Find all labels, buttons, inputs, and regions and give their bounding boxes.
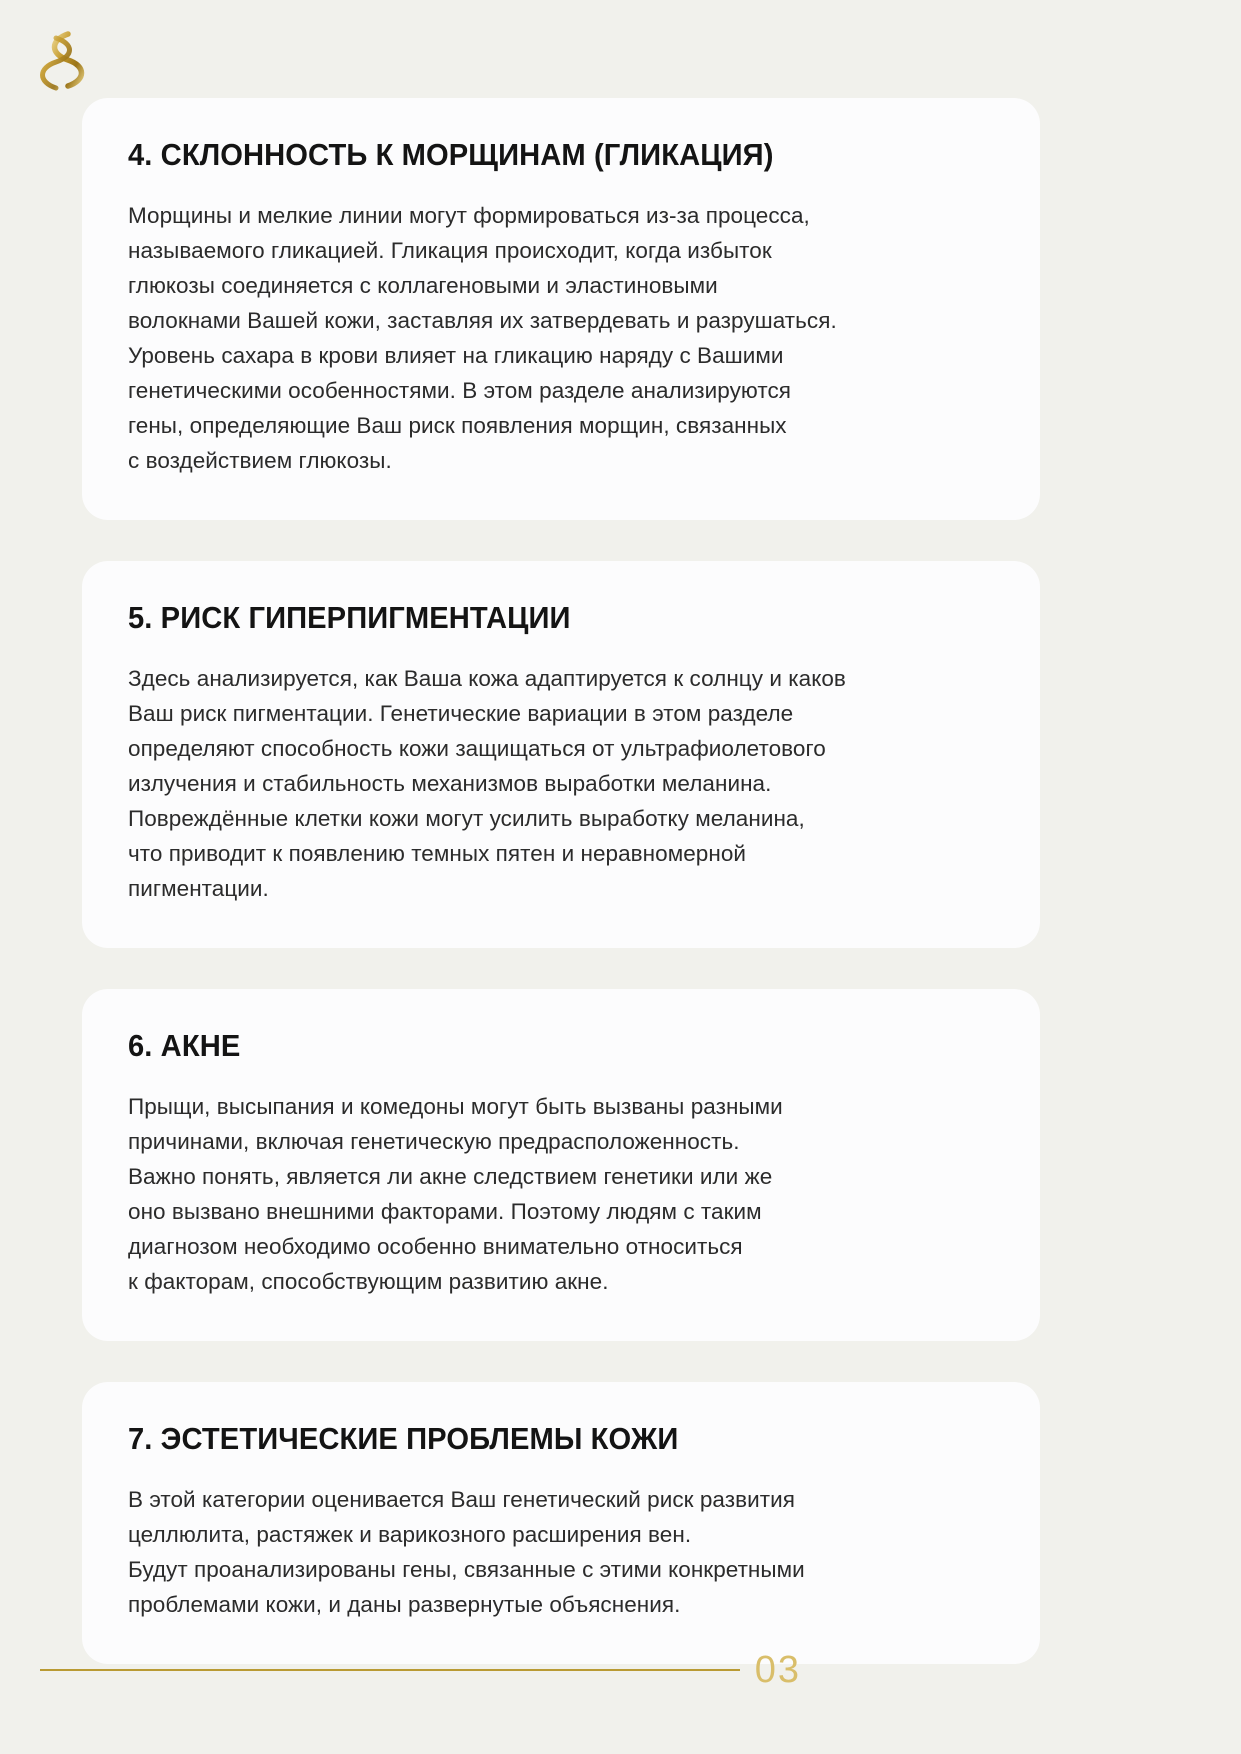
section-card-wrinkles: 4. СКЛОННОСТЬ К МОРЩИНАМ (ГЛИКАЦИЯ) Морщ… [82, 98, 1040, 521]
section-body: Здесь анализируется, как Ваша кожа адапт… [128, 666, 846, 902]
section-card-acne: 6. АКНЕ Прыщи, высыпания и комедоны могу… [82, 989, 1040, 1342]
section-body: Прыщи, высыпания и комедоны могут быть в… [128, 1094, 783, 1295]
section-title: 7. ЭСТЕТИЧЕСКИЕ ПРОБЛЕМЫ КОЖИ [128, 1421, 679, 1457]
footer-divider [40, 1669, 740, 1671]
dna-helix-icon [34, 24, 96, 104]
section-title: 6. АКНЕ [128, 1028, 241, 1064]
section-card-hyperpigmentation: 5. РИСК ГИПЕРПИГМЕНТАЦИИ Здесь анализиру… [82, 561, 1040, 949]
section-card-aesthetic-problems: 7. ЭСТЕТИЧЕСКИЕ ПРОБЛЕМЫ КОЖИ В этой кат… [82, 1382, 1040, 1665]
section-title: 5. РИСК ГИПЕРПИГМЕНТАЦИИ [128, 600, 571, 636]
section-body: В этой категории оценивается Ваш генетич… [128, 1487, 805, 1618]
section-body: Морщины и мелкие линии могут формировать… [128, 203, 837, 474]
page-footer: 03 [40, 1646, 1201, 1694]
section-title: 4. СКЛОННОСТЬ К МОРЩИНАМ (ГЛИКАЦИЯ) [128, 137, 774, 172]
section-card-list: 4. СКЛОННОСТЬ К МОРЩИНАМ (ГЛИКАЦИЯ) Морщ… [82, 98, 1040, 1665]
page-number: 03 [754, 1648, 801, 1691]
